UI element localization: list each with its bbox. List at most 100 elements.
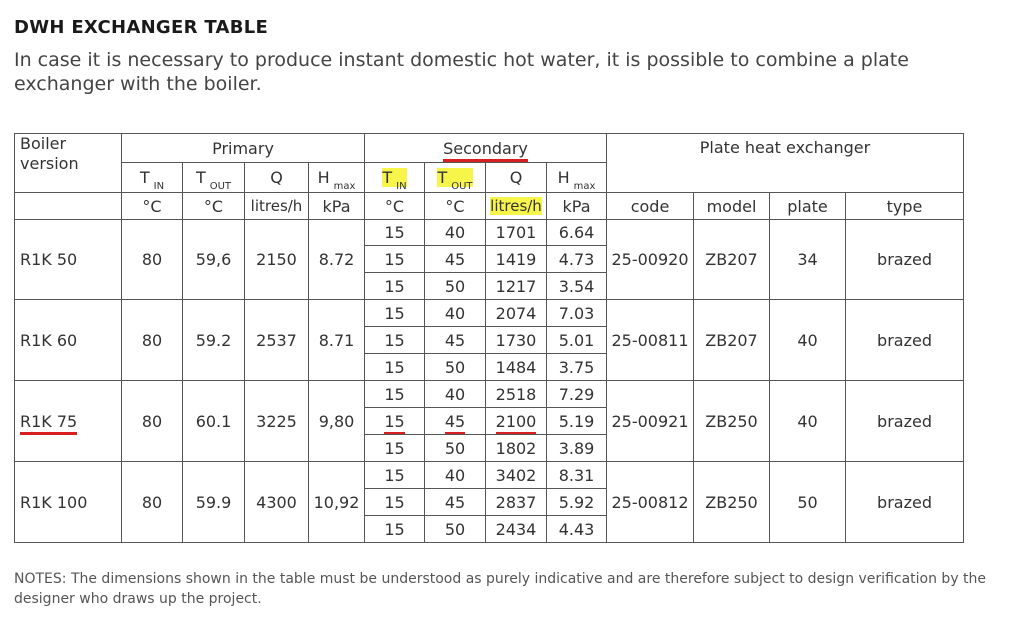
secondary-hmax-cell: 3.75 (546, 353, 607, 381)
secondary-q-cell: 1419 (485, 245, 547, 273)
secondary-tin-cell: 15 (364, 380, 425, 408)
secondary-tin-cell-marked: 15 (384, 411, 405, 434)
secondary-tin-cell: 15 (364, 326, 425, 354)
header-p-q: Q (244, 162, 309, 193)
secondary-hmax-cell: 8.31 (546, 461, 607, 489)
primary-tin-cell: 80 (121, 380, 183, 462)
table-row: 15 50 1802 3.89 (15, 434, 964, 462)
primary-q-cell: 4300 (244, 461, 309, 543)
secondary-hmax-cell: 3.54 (546, 272, 607, 300)
primary-hmax-cell: 8.71 (308, 299, 365, 381)
primary-q-cell: 2150 (244, 219, 309, 300)
unit-pressure: kPa (308, 192, 365, 220)
model-cell: ZB207 (693, 219, 770, 300)
secondary-tin-cell: 15 (364, 488, 425, 516)
secondary-tout-cell: 45 (424, 488, 486, 516)
secondary-hmax-cell: 7.03 (546, 299, 607, 327)
primary-tin-cell: 80 (121, 219, 183, 300)
secondary-tin-cell: 15 (364, 461, 425, 489)
secondary-tin-cell: 15 (364, 219, 425, 246)
unit-flow: litres/h (244, 192, 309, 220)
unit-deg: °C (424, 192, 486, 220)
primary-hmax-cell: 9,80 (308, 380, 365, 462)
table-row: 15 45 1730 5.01 (15, 326, 964, 354)
table-heading: DWH EXCHANGER TABLE (14, 17, 269, 38)
secondary-tin-cell: 15 (364, 272, 425, 300)
table-row: 15 45 1419 4.73 (15, 245, 964, 273)
notes-text: NOTES: The dimensions shown in the table… (14, 571, 987, 607)
header-code: code (606, 192, 694, 220)
secondary-tout-cell: 40 (424, 219, 486, 246)
intro-text: In case it is necessary to produce insta… (14, 49, 909, 95)
table-row: R1K 75 80 60.1 3225 9,80 15 40 2518 7.29 25-00921… (14, 380, 964, 462)
code-cell: 25-00812 (606, 461, 694, 543)
secondary-hmax-cell: 5.01 (546, 326, 607, 354)
table-row: 15 45 2837 5.92 (15, 488, 964, 516)
header-secondary: Secondary (364, 133, 607, 163)
code-cell: 25-00921 (606, 380, 694, 462)
secondary-tin-cell: 15 (364, 407, 425, 435)
type-cell: brazed (845, 461, 964, 543)
header-boiler-version: Boiler version (14, 133, 122, 193)
table-row: 15 45 2100 5.19 (15, 407, 964, 435)
header-plate: plate (769, 192, 846, 220)
secondary-q-cell: 2100 (485, 407, 547, 435)
primary-tout-cell: 60.1 (182, 380, 245, 462)
secondary-label: Secondary (443, 138, 528, 162)
boiler-version-cell: R1K 75 (14, 380, 122, 462)
table-row: R1K 50 80 59,6 2150 8.72 15 40 1701 6.64 25-00920… (14, 219, 964, 300)
secondary-q-cell: 1802 (485, 434, 547, 462)
secondary-tout-cell-marked: 45 (444, 411, 466, 434)
plate-cell: 50 (769, 461, 846, 543)
secondary-hmax-cell: 6.64 (546, 219, 607, 246)
type-cell: brazed (845, 380, 964, 462)
header-p-tout: T OUT (182, 162, 245, 193)
primary-q-cell: 3225 (244, 380, 309, 462)
type-cell: brazed (845, 299, 964, 381)
secondary-hmax-cell: 7.29 (546, 380, 607, 408)
secondary-hmax-cell: 5.92 (546, 488, 607, 516)
primary-tout-cell: 59.9 (182, 461, 245, 543)
table-row: 15 50 2434 4.43 (15, 515, 964, 543)
table-row: R1K 100 80 59.9 4300 10,92 15 40 3402 8.31 25-008… (14, 461, 964, 543)
model-cell: ZB207 (693, 299, 770, 381)
secondary-q-cell: 1701 (485, 219, 547, 246)
table-row: 15 50 1484 3.75 (15, 353, 964, 381)
secondary-hmax-cell: 5.19 (546, 407, 607, 435)
secondary-tout-cell: 50 (424, 272, 486, 300)
secondary-hmax-cell: 4.43 (546, 515, 607, 543)
unit-deg: °C (121, 192, 183, 220)
dwh-exchanger-table: Boiler version Primary Secondary Plate h… (14, 133, 964, 543)
boiler-version-cell-marked: R1K 75 (20, 411, 78, 435)
table-row: R1K 60 80 59.2 2537 8.71 15 40 2074 7.03 25-00811… (14, 299, 964, 381)
secondary-hmax-cell: 3.89 (546, 434, 607, 462)
secondary-tout-cell: 50 (424, 434, 486, 462)
header-primary: Primary (121, 133, 365, 163)
primary-tin-cell: 80 (121, 299, 183, 381)
primary-tout-cell: 59,6 (182, 219, 245, 300)
type-cell: brazed (845, 219, 964, 300)
header-p-tin: T IN (121, 162, 183, 193)
secondary-tout-cell: 40 (424, 461, 486, 489)
secondary-q-cell: 1217 (485, 272, 547, 300)
secondary-tin-cell: 15 (364, 515, 425, 543)
secondary-tout-cell: 50 (424, 353, 486, 381)
secondary-q-cell: 1730 (485, 326, 547, 354)
header-s-tin: T IN (364, 162, 425, 193)
secondary-hmax-cell: 4.73 (546, 245, 607, 273)
header-s-tout: T OUT (424, 162, 486, 193)
model-cell: ZB250 (693, 380, 770, 462)
boiler-version-cell: R1K 60 (14, 299, 122, 381)
code-cell: 25-00920 (606, 219, 694, 300)
header-plate-exchanger: Plate heat exchanger (606, 133, 964, 193)
secondary-q-cell: 1484 (485, 353, 547, 381)
secondary-q-cell: 2434 (485, 515, 547, 543)
code-cell: 25-00811 (606, 299, 694, 381)
primary-hmax-cell: 8.72 (308, 219, 365, 300)
header-model: model (693, 192, 770, 220)
secondary-tout-cell: 45 (424, 407, 486, 435)
secondary-tin-cell: 15 (364, 245, 425, 273)
header-s-q: Q (485, 162, 547, 193)
table-row: 15 50 1217 3.54 (15, 272, 964, 300)
